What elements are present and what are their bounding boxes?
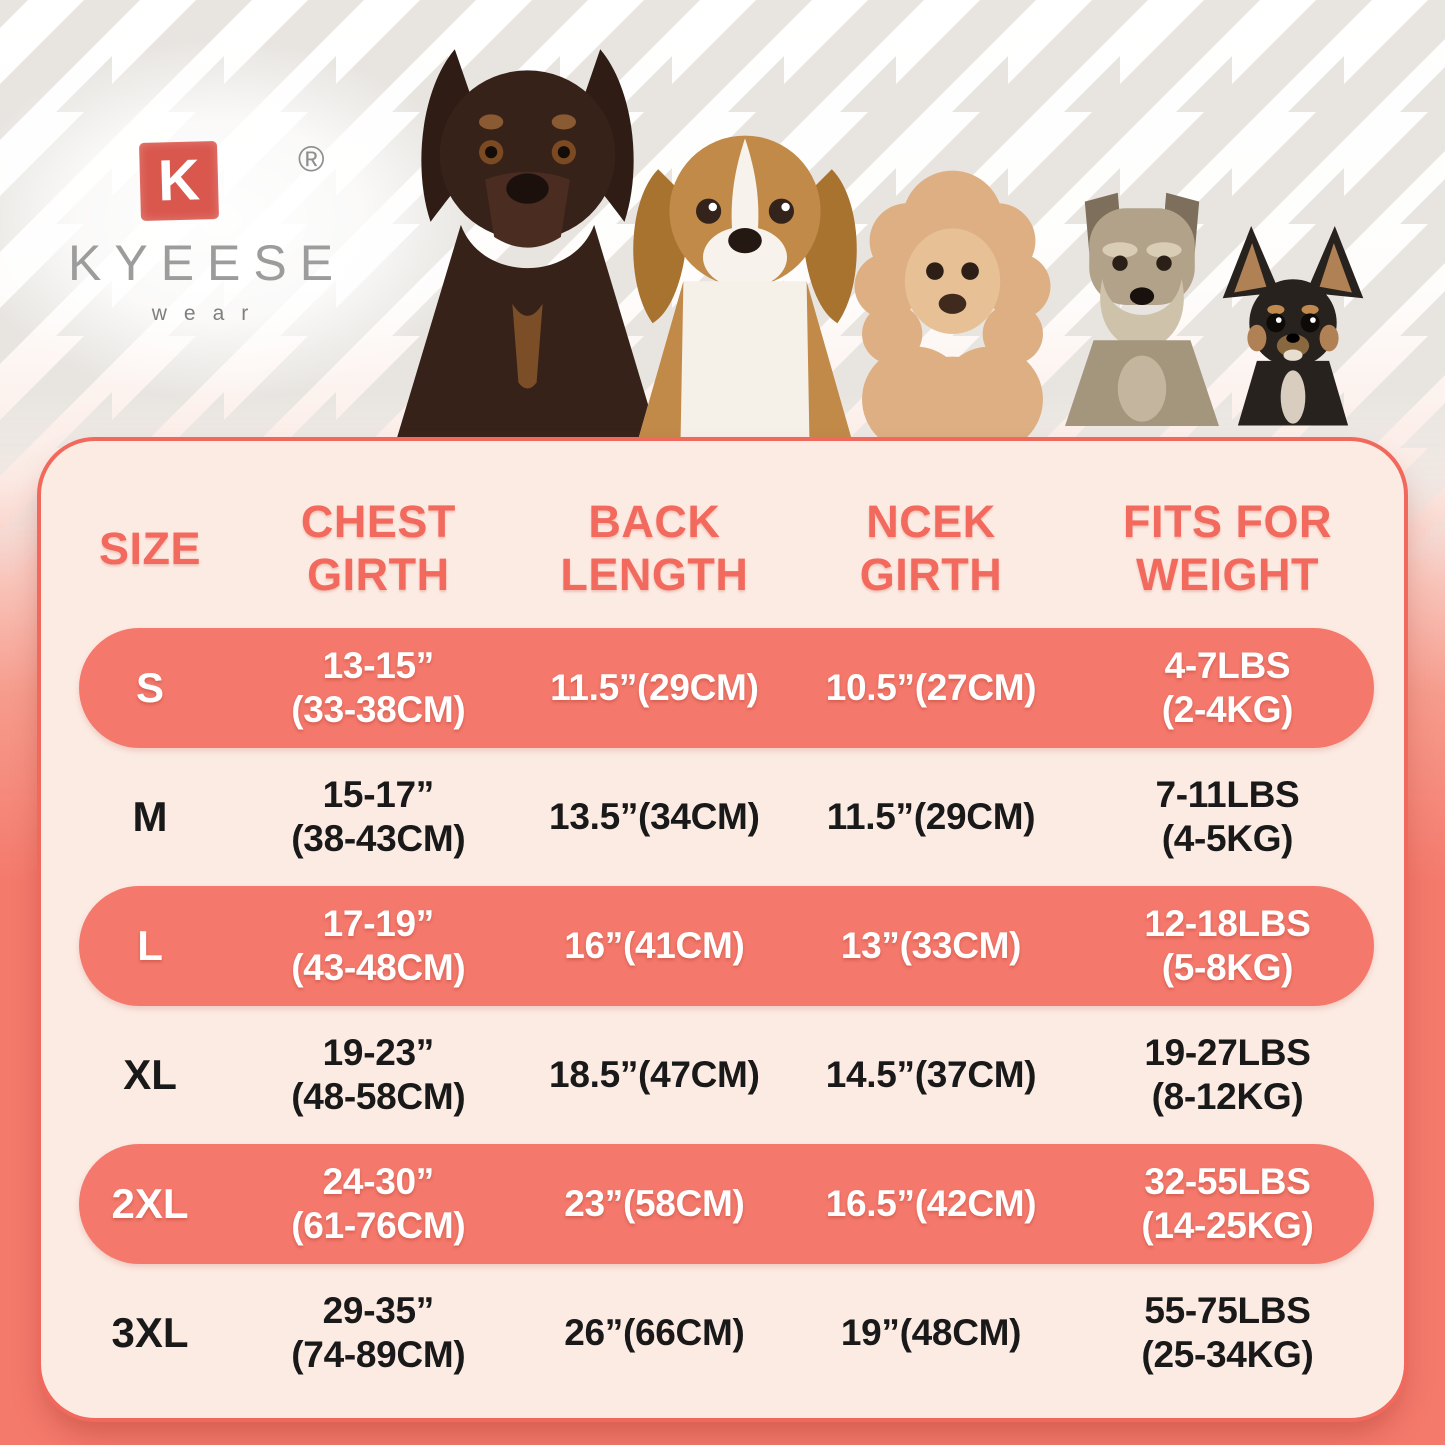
header-chest-girth: CHEST GIRTH xyxy=(300,496,456,600)
size-row-3xl: 3XL 29-35” (74-89CM) 26”(66CM) 19”(48CM) … xyxy=(41,1273,1404,1393)
cell-fits-weight: 32-55LBS (14-25KG) xyxy=(1141,1160,1314,1246)
cell-back-length: 26”(66CM) xyxy=(564,1311,745,1353)
brand-subtitle: wear xyxy=(151,302,266,325)
cell-chest-girth: 29-35” (74-89CM) xyxy=(291,1289,466,1375)
cell-chest-girth: 13-15” (33-38CM) xyxy=(291,644,466,730)
cell-size: XL xyxy=(123,1050,177,1098)
brand-k-badge: K xyxy=(138,140,220,222)
table-body: S 13-15” (33-38CM) 11.5”(29CM) 10.5”(27CM… xyxy=(41,628,1404,1402)
cell-size: M xyxy=(132,792,168,840)
cell-neck-girth: 11.5”(29CM) xyxy=(826,795,1036,837)
cell-size: L xyxy=(137,921,163,969)
cell-fits-weight: 4-7LBS (2-4KG) xyxy=(1161,644,1294,730)
registered-trademark-icon: ® xyxy=(298,138,325,179)
cell-size: 3XL xyxy=(111,1308,189,1356)
cell-size: 2XL xyxy=(111,1179,189,1227)
size-row-m: M 15-17” (38-43CM) 13.5”(34CM) 11.5”(29CM… xyxy=(41,757,1404,877)
cell-chest-girth: 24-30” (61-76CM) xyxy=(291,1160,466,1246)
cell-neck-girth: 19”(48CM) xyxy=(840,1311,1022,1353)
size-chart-card: SIZE CHEST GIRTH BACK LENGTH NCEK GIRTH FIT… xyxy=(37,437,1408,1422)
cell-neck-girth: 16.5”(42CM) xyxy=(825,1182,1037,1224)
cell-back-length: 11.5”(29CM) xyxy=(550,666,759,708)
chihuahua-illustration xyxy=(1222,226,1364,426)
cell-neck-girth: 14.5”(37CM) xyxy=(825,1053,1037,1095)
size-row-s: S 13-15” (33-38CM) 11.5”(29CM) 10.5”(27CM… xyxy=(41,628,1404,748)
header-fits-for-weight: FITS FOR WEIGHT xyxy=(1122,496,1332,600)
logo-background-glow xyxy=(0,40,480,400)
cell-back-length: 23”(58CM) xyxy=(564,1182,745,1224)
cell-size: S xyxy=(136,663,165,711)
cell-chest-girth: 15-17” (38-43CM) xyxy=(291,773,466,859)
brand-name: KYEESE xyxy=(68,235,347,291)
cell-back-length: 13.5”(34CM) xyxy=(549,795,760,837)
cell-fits-weight: 7-11LBS (4-5KG) xyxy=(1155,773,1300,859)
schnauzer-illustration xyxy=(1065,192,1219,426)
cell-chest-girth: 17-19” (43-48CM) xyxy=(291,902,466,988)
size-row-l: L 17-19” (43-48CM) 16”(41CM) 13”(33CM) 12… xyxy=(41,886,1404,1006)
cell-fits-weight: 55-75LBS (25-34KG) xyxy=(1141,1289,1314,1375)
beagle-illustration xyxy=(633,135,857,438)
poodle-illustration xyxy=(854,170,1051,437)
cell-chest-girth: 19-23” (48-58CM) xyxy=(291,1031,466,1117)
header-back-length: BACK LENGTH xyxy=(560,496,749,600)
size-row-2xl: 2XL 24-30” (61-76CM) 23”(58CM) 16.5”(42CM… xyxy=(41,1144,1404,1264)
cell-back-length: 18.5”(47CM) xyxy=(549,1053,760,1095)
table-header-row: SIZE CHEST GIRTH BACK LENGTH NCEK GIRTH FIT… xyxy=(41,473,1404,625)
cell-back-length: 16”(41CM) xyxy=(564,924,745,966)
doberman-illustration xyxy=(397,49,658,437)
cell-fits-weight: 12-18LBS (5-8KG) xyxy=(1144,902,1311,988)
brand-k-letter: K xyxy=(157,147,201,214)
cell-neck-girth: 13”(33CM) xyxy=(840,924,1022,966)
header-neck-girth: NCEK GIRTH xyxy=(859,496,1003,600)
header-size: SIZE xyxy=(99,522,202,574)
size-row-xl: XL 19-23” (48-58CM) 18.5”(47CM) 14.5”(37C… xyxy=(41,1015,1404,1135)
cell-neck-girth: 10.5”(27CM) xyxy=(825,666,1037,708)
cell-fits-weight: 19-27LBS (8-12KG) xyxy=(1144,1031,1311,1117)
